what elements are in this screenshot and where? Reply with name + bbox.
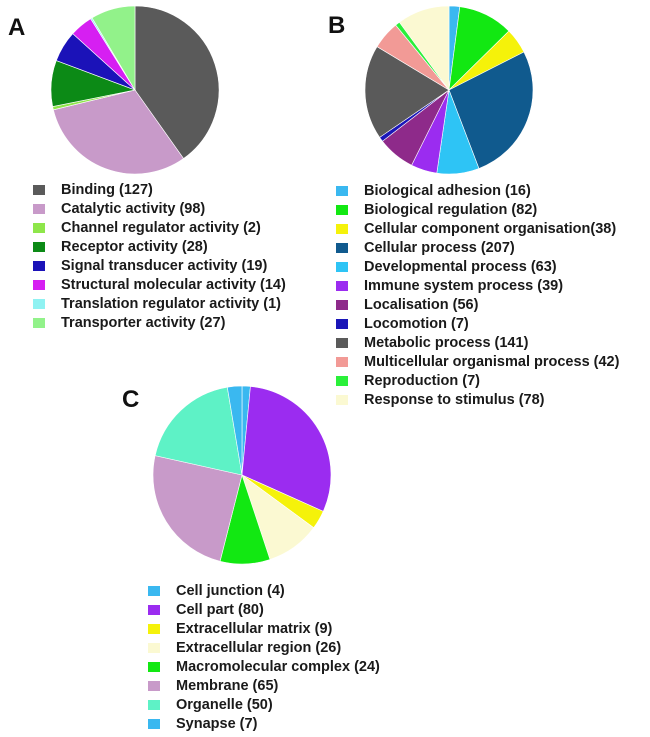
legend-label: Transporter activity (27): [61, 315, 226, 331]
legend-swatch: [336, 262, 348, 272]
legend-label: Organelle (50): [176, 697, 273, 713]
panel-label-b: B: [328, 12, 346, 39]
legend-label: Membrane (65): [176, 678, 279, 694]
legend-swatch: [148, 662, 160, 672]
legend-label: Synapse (7): [176, 716, 258, 732]
legend-label: Catalytic activity (98): [61, 201, 206, 217]
pie-slice-a-0: [134, 5, 220, 159]
legend-label: Translation regulator activity (1): [61, 296, 281, 312]
legend-swatch: [336, 376, 348, 386]
legend-label: Locomotion (7): [364, 316, 469, 332]
legend-swatch: [148, 605, 160, 615]
pie-slice-a-1: [53, 89, 184, 175]
legend-swatch: [33, 204, 45, 214]
legend-swatch: [336, 205, 348, 215]
pie-slice-c-6: [154, 386, 243, 476]
legend-swatch: [336, 338, 348, 348]
pie-chart-a: [50, 5, 220, 175]
legend-swatch: [148, 624, 160, 634]
legend-swatch: [336, 319, 348, 329]
legend-label: Developmental process (63): [364, 259, 557, 275]
panel-label-a: A: [8, 14, 26, 41]
legend-label: Cellular process (207): [364, 240, 515, 256]
legend-label: Signal transducer activity (19): [61, 258, 268, 274]
legend-swatch: [336, 224, 348, 234]
legend-swatch: [33, 318, 45, 328]
pie-slice-c-7: [226, 385, 243, 476]
legend-label: Multicellular organismal process (42): [364, 354, 620, 370]
pie-slice-b-11: [398, 5, 450, 91]
pie-slice-b-8: [364, 46, 450, 138]
legend-swatch: [148, 719, 160, 729]
legend-label: Localisation (56): [364, 297, 479, 313]
legend-label: Receptor activity (28): [61, 239, 208, 255]
pie-slice-a-7: [91, 5, 136, 92]
pie-chart-b: [364, 5, 534, 175]
legend-swatch: [336, 300, 348, 310]
legend-swatch: [336, 281, 348, 291]
pie-slice-b-3: [448, 51, 534, 169]
legend-swatch: [336, 243, 348, 253]
legend-label: Binding (127): [61, 182, 153, 198]
pie-slice-c-5: [152, 455, 243, 562]
legend-label: Metabolic process (141): [364, 335, 529, 351]
legend-swatch: [33, 185, 45, 195]
legend-swatch: [336, 395, 348, 405]
legend-swatch: [336, 186, 348, 196]
legend-swatch: [148, 700, 160, 710]
legend-swatch: [148, 586, 160, 596]
legend-label: Cellular component organisation(38): [364, 221, 617, 237]
legend-label: Biological regulation (82): [364, 202, 538, 218]
legend-swatch: [33, 299, 45, 309]
legend-label: Channel regulator activity (2): [61, 220, 261, 236]
legend-label: Immune system process (39): [364, 278, 564, 294]
legend-label: Structural molecular activity (14): [61, 277, 286, 293]
pie-chart-c: [152, 385, 332, 565]
legend-label: Extracellular region (26): [176, 640, 342, 656]
legend-swatch: [33, 242, 45, 252]
panel-label-c: C: [122, 386, 140, 413]
legend-swatch: [148, 681, 160, 691]
legend-label: Reproduction (7): [364, 373, 480, 389]
legend-label: Cell junction (4): [176, 583, 285, 599]
legend-swatch: [336, 357, 348, 367]
legend-label: Response to stimulus (78): [364, 392, 545, 408]
legend-swatch: [33, 280, 45, 290]
legend-label: Extracellular matrix (9): [176, 621, 333, 637]
legend-swatch: [33, 223, 45, 233]
legend-label: Biological adhesion (16): [364, 183, 531, 199]
legend-label: Macromolecular complex (24): [176, 659, 380, 675]
legend-swatch: [148, 643, 160, 653]
pie-slice-c-1: [241, 386, 332, 512]
legend-label: Cell part (80): [176, 602, 264, 618]
legend-swatch: [33, 261, 45, 271]
